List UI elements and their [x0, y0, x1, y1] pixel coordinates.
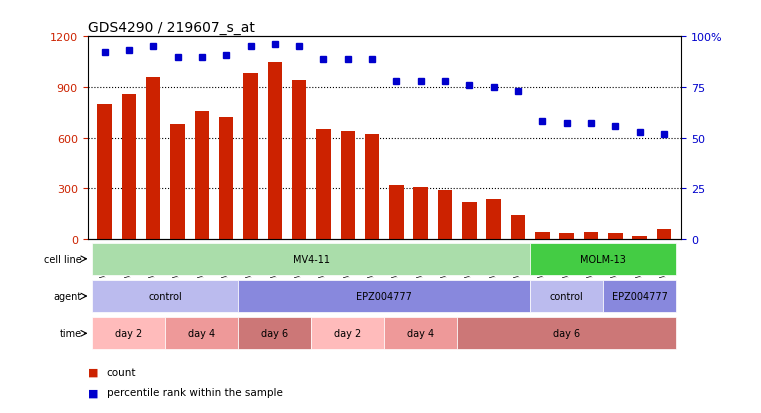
Bar [92, 280, 238, 312]
Bar [365, 135, 380, 240]
Text: ■: ■ [88, 387, 98, 397]
Bar [170, 125, 185, 240]
Bar [238, 318, 311, 349]
Bar [316, 130, 331, 240]
Bar [195, 112, 209, 240]
Bar [438, 191, 453, 240]
Text: day 6: day 6 [553, 328, 581, 339]
Bar [122, 95, 136, 240]
Bar [311, 318, 384, 349]
Text: day 2: day 2 [115, 328, 142, 339]
Bar [462, 202, 476, 240]
Bar [165, 318, 238, 349]
Bar [384, 318, 457, 349]
Bar [92, 318, 165, 349]
Text: EPZ004777: EPZ004777 [356, 291, 412, 301]
Bar [632, 236, 647, 240]
Bar [92, 243, 530, 275]
Bar [219, 118, 234, 240]
Text: day 4: day 4 [188, 328, 215, 339]
Bar [268, 62, 282, 240]
Text: GDS4290 / 219607_s_at: GDS4290 / 219607_s_at [88, 21, 254, 35]
Bar [559, 234, 574, 240]
Bar [292, 81, 307, 240]
Bar [657, 230, 671, 240]
Bar [413, 187, 428, 240]
Bar [511, 216, 525, 240]
Text: control: control [550, 291, 584, 301]
Bar [535, 233, 549, 240]
Text: cell line: cell line [44, 254, 81, 264]
Text: control: control [148, 291, 182, 301]
Bar [146, 78, 161, 240]
Bar [603, 280, 677, 312]
Bar [486, 199, 501, 240]
Text: EPZ004777: EPZ004777 [612, 291, 667, 301]
Text: MV4-11: MV4-11 [293, 254, 330, 264]
Bar [97, 104, 112, 240]
Text: day 4: day 4 [407, 328, 435, 339]
Bar [584, 233, 598, 240]
Bar [608, 234, 622, 240]
Text: agent: agent [53, 291, 81, 301]
Bar [530, 280, 603, 312]
Text: day 6: day 6 [261, 328, 288, 339]
Text: time: time [59, 328, 81, 339]
Bar [530, 243, 677, 275]
Bar [238, 280, 530, 312]
Text: count: count [107, 367, 136, 377]
Text: ■: ■ [88, 367, 98, 377]
Bar [244, 74, 258, 240]
Text: MOLM-13: MOLM-13 [581, 254, 626, 264]
Text: percentile rank within the sample: percentile rank within the sample [107, 387, 282, 397]
Text: day 2: day 2 [334, 328, 361, 339]
Bar [340, 132, 355, 240]
Bar [457, 318, 677, 349]
Bar [389, 185, 404, 240]
